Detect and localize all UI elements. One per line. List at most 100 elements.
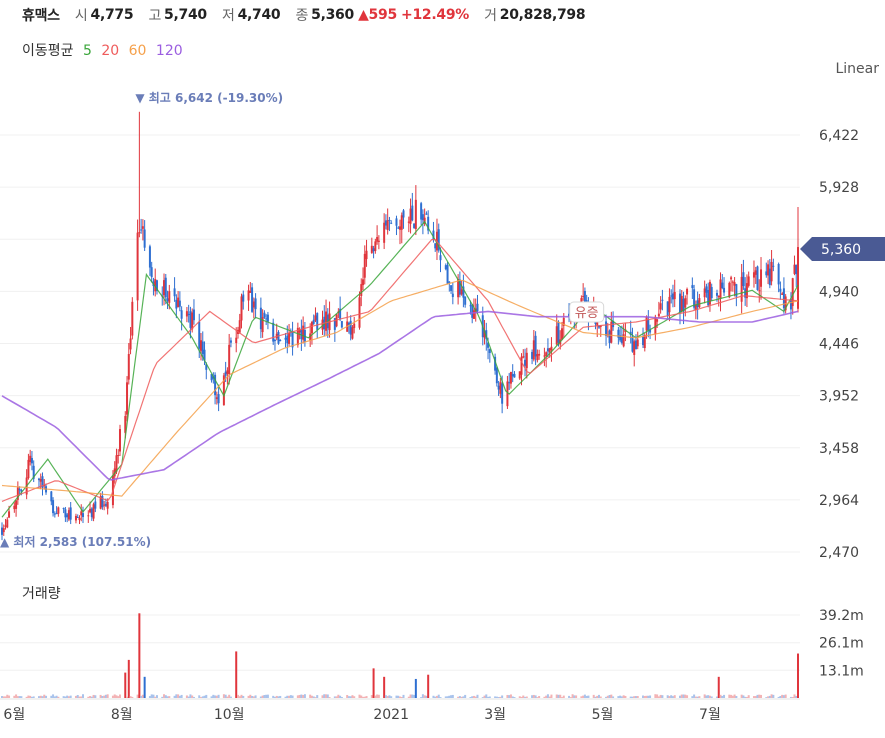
volume-bar <box>789 696 792 698</box>
volume-bar <box>636 696 639 698</box>
scale-mode-toggle[interactable]: Linear <box>835 61 879 77</box>
volume-bar <box>619 695 622 698</box>
volume-bar <box>450 695 453 698</box>
candle-body <box>508 382 511 384</box>
volume-bar <box>448 695 451 698</box>
moving-average-legend[interactable]: 이동평균 5 20 60 120 <box>22 40 188 60</box>
time-axis[interactable]: 6월 8월 10월 2021 3월 5월 7월 <box>0 698 800 723</box>
volume-bar <box>30 696 33 698</box>
volume-bar <box>312 696 315 698</box>
candle-body <box>605 321 608 336</box>
volume-bar <box>598 694 600 698</box>
change-value: ▲595 <box>358 7 397 23</box>
candle-body <box>67 510 70 520</box>
event-badge-box <box>569 301 605 323</box>
candle-body <box>735 284 738 297</box>
candle-body <box>715 292 718 296</box>
candle-body <box>131 301 134 336</box>
candle-body <box>173 288 176 297</box>
volume-bar <box>795 695 798 698</box>
candle-body <box>448 281 451 283</box>
candle-body <box>80 511 83 516</box>
ma-legend-title: 이동평균 <box>22 43 74 59</box>
candle-body <box>758 290 761 292</box>
volume-bar <box>314 697 317 698</box>
price-tick-label: 2,470 <box>819 545 859 561</box>
candle-body <box>719 279 722 299</box>
high-label: 고 <box>148 8 162 24</box>
ma-legend-60[interactable]: 60 <box>128 43 147 59</box>
candle-body <box>495 367 498 384</box>
volume-bar <box>166 696 169 698</box>
volume-bar <box>240 694 243 698</box>
volume-bar <box>657 696 660 698</box>
volume-bar <box>62 696 65 698</box>
candle-body <box>707 289 710 306</box>
candle-body <box>192 309 195 321</box>
price-tick-label: 2,964 <box>819 493 859 509</box>
volume-value: 20,828,798 <box>499 7 586 23</box>
volume-bar <box>242 695 245 698</box>
volume-bar <box>511 696 514 698</box>
volume-bar <box>87 696 90 698</box>
volume-bar <box>362 696 365 698</box>
volume-bar <box>481 697 484 698</box>
candle-body <box>126 382 129 415</box>
volume-bar <box>509 694 512 698</box>
candle-body <box>457 279 460 298</box>
candle-body <box>779 288 782 292</box>
volume-bar <box>106 694 109 698</box>
ma-legend-120[interactable]: 120 <box>155 43 183 59</box>
candle-body <box>178 300 181 307</box>
moving-average-lines <box>1 220 799 518</box>
volume-bar <box>617 696 620 698</box>
open-value: 4,775 <box>90 7 134 23</box>
ma-line-120 <box>1 310 799 481</box>
volume-bar <box>756 694 759 698</box>
candle-body <box>543 355 546 357</box>
candle-body <box>229 340 232 343</box>
volume-bar <box>266 694 269 698</box>
volume-bar <box>462 696 465 698</box>
volume-bar <box>129 696 132 698</box>
candle-body <box>645 317 648 331</box>
candle-body <box>555 326 558 345</box>
volume-bar <box>446 696 449 698</box>
candle-body <box>27 459 30 479</box>
volume-bar <box>423 695 426 698</box>
candle-body <box>679 293 682 313</box>
volume-bar <box>432 695 435 698</box>
candle-body <box>191 312 194 330</box>
volume-bar <box>557 694 560 698</box>
volume-bar <box>673 695 676 698</box>
volume-bar <box>215 695 218 698</box>
volume-bar <box>543 696 546 698</box>
candle-body <box>349 320 352 335</box>
volume-bar <box>444 696 447 698</box>
candle-body <box>291 331 294 348</box>
volume-bar <box>719 694 722 698</box>
candle-body <box>187 313 190 315</box>
candle-body <box>791 278 794 307</box>
close-label: 종 <box>295 8 309 24</box>
candle-body <box>437 229 440 251</box>
ma-legend-20[interactable]: 20 <box>101 43 120 59</box>
candle-body <box>471 304 474 318</box>
volume-bar <box>99 694 102 698</box>
volume-bar <box>140 695 143 698</box>
candle-body <box>166 298 169 302</box>
volume-bar <box>656 694 659 698</box>
volume-bar <box>45 695 48 698</box>
candle-body <box>39 478 42 482</box>
ma-line-60 <box>1 279 799 497</box>
candle-body <box>127 354 130 380</box>
candle-body <box>298 330 301 333</box>
price-axis[interactable]: 6,422 5,928 4,940 4,446 3,952 3,458 2,964 2,470 <box>819 128 859 561</box>
ma-legend-5[interactable]: 5 <box>82 43 92 59</box>
volume-bar <box>16 696 19 698</box>
ma-line-5 <box>1 220 799 518</box>
candle-body <box>439 255 442 261</box>
volume-bar <box>469 697 472 698</box>
volume-bar <box>747 695 750 698</box>
